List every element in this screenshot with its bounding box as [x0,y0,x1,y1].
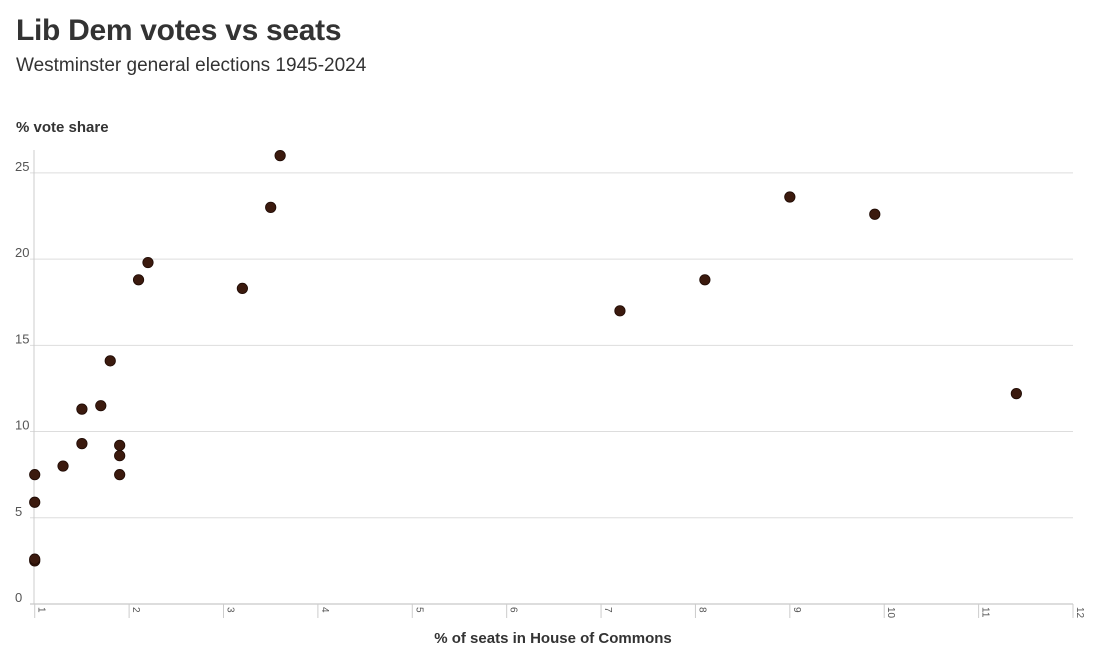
x-tick-label: 10 [885,607,896,619]
y-tick-label: 0 [15,590,22,605]
x-tick-label: 6 [508,607,519,613]
data-point [29,553,41,565]
data-point [869,208,881,220]
data-point [265,201,277,213]
data-point [132,274,145,286]
data-point [1010,388,1022,400]
data-point [76,403,88,415]
x-tick-label: 7 [602,607,613,613]
x-tick-label: 2 [130,607,141,613]
x-tick-label: 9 [791,607,802,613]
data-point [274,150,286,162]
y-tick-label: 25 [15,159,29,174]
data-point [57,460,69,472]
x-tick-label: 5 [413,607,424,613]
y-tick-label: 5 [15,504,22,519]
chart-title: Lib Dem votes vs seats [16,14,342,47]
data-point [76,438,88,450]
x-tick-label: 8 [696,607,707,613]
chart-subtitle: Westminster general elections 1945-2024 [16,55,367,76]
data-points [29,150,1022,567]
data-point [114,469,126,481]
gridlines [30,150,1073,605]
y-tick-label: 10 [15,418,29,433]
data-point [142,256,154,269]
x-tick-label: 1 [36,607,47,613]
x-axis-ticks: 1 2 3 4 5 6 7 8 9 10 11 12 [34,604,1085,619]
y-axis-label: % vote share [16,119,109,136]
x-axis-label: % of seats in House of Commons [434,630,672,647]
data-point [29,469,41,481]
x-tick-label: 11 [980,607,991,618]
y-tick-label: 20 [15,245,29,260]
x-tick-label: 3 [224,607,235,613]
data-point [104,355,116,367]
data-point [114,450,126,462]
y-tick-label: 15 [15,331,29,346]
data-point [614,305,626,317]
y-axis-ticks: 0 5 10 15 20 25 [15,159,29,605]
x-tick-label: 4 [319,607,330,613]
x-tick-label: 12 [1074,607,1085,619]
data-point [114,439,126,451]
data-point [784,191,796,203]
data-point [95,400,107,412]
data-point [699,274,711,286]
data-point [236,282,248,295]
data-point [29,496,41,508]
